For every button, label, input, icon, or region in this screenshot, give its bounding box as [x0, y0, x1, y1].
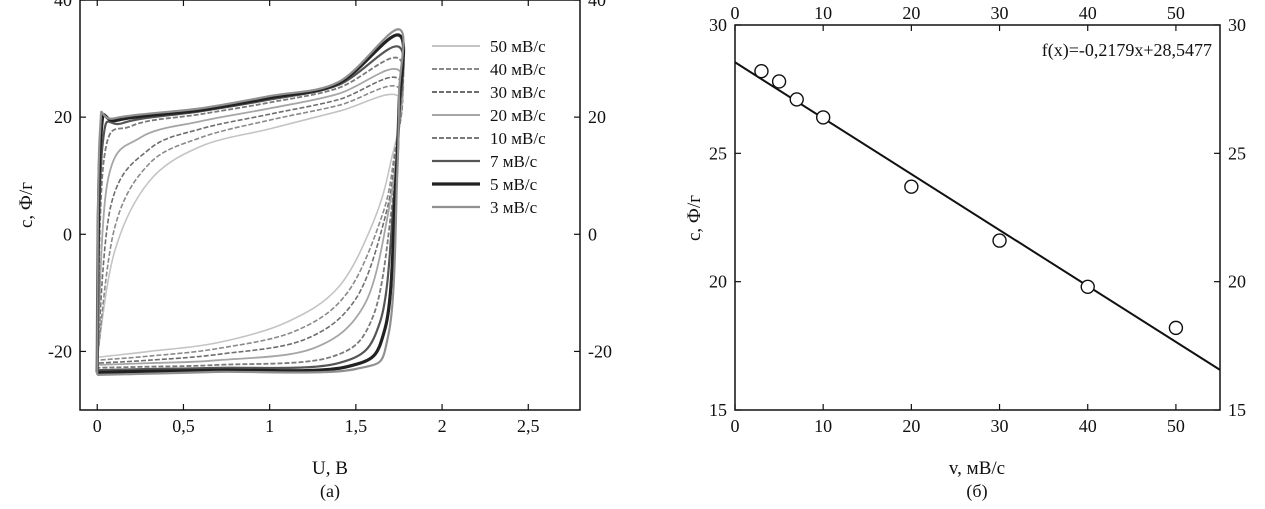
data-point — [992, 233, 1007, 248]
legend-label: 50 мВ/с — [490, 37, 546, 56]
axis-ticks-b: 0 0 10 10 20 20 30 30 40 40 50 50 15 15 20 20 25 25 30 30 — [709, 3, 1246, 436]
plot-frame-a — [79, 0, 581, 411]
cv-curve-series — [96, 76, 404, 364]
legend-label: 20 мВ/с — [490, 106, 546, 125]
a-x-tick-label: 2 — [438, 416, 447, 436]
b-x-tick-label-top: 20 — [902, 3, 920, 23]
fit-equation: f(x)=-0,2179x+28,5477 — [1042, 40, 1212, 61]
a-y-tick-label: -20 — [48, 341, 72, 361]
legend-label: 40 мВ/с — [490, 60, 546, 79]
b-x-tick-label-top: 10 — [814, 3, 832, 23]
data-points — [754, 63, 1184, 336]
cv-curve-series — [96, 85, 404, 361]
chart-panel-a: 000,50,5111,51,5222,52,5-20-200020204040… — [16, 0, 612, 502]
a-x-tick-label: 0 — [93, 416, 102, 436]
legend-label: 30 мВ/с — [490, 83, 546, 102]
x-axis-label-a: U, В — [312, 458, 348, 479]
b-y-tick-label-right: 15 — [1228, 400, 1246, 420]
b-x-tick-label-top: 50 — [1167, 3, 1185, 23]
data-point — [771, 74, 787, 89]
a-x-tick-label: 2,5 — [517, 416, 540, 436]
cv-curve-series — [96, 28, 405, 376]
panel-label-a: (a) — [320, 481, 340, 502]
data-point — [789, 92, 804, 107]
b-y-tick-label: 25 — [709, 143, 727, 163]
cv-curves — [95, 28, 406, 376]
y-axis-label-a: c, Ф/г — [16, 182, 37, 228]
b-x-tick-label: 50 — [1167, 416, 1185, 436]
b-x-tick-label: 0 — [731, 416, 740, 436]
plot-frame-b — [734, 24, 1221, 411]
b-y-tick-label: 30 — [709, 15, 727, 35]
b-x-tick-label: 40 — [1079, 416, 1097, 436]
data-point — [1168, 320, 1184, 336]
legend-label: 10 мВ/с — [490, 129, 546, 148]
b-y-tick-label: 15 — [709, 400, 727, 420]
data-point — [815, 110, 831, 125]
b-x-tick-label-top: 40 — [1079, 3, 1097, 23]
a-x-tick-label: 1,5 — [345, 416, 368, 436]
a-y-tick-label: 40 — [54, 0, 72, 10]
y-axis-label-b: c, Ф/г — [684, 195, 705, 241]
a-y-tick-label-right: 40 — [588, 0, 606, 10]
b-y-tick-label-right: 30 — [1228, 15, 1246, 35]
b-x-tick-label-top: 30 — [991, 3, 1009, 23]
fit-line-group — [734, 61, 1221, 371]
b-y-tick-label-right: 25 — [1228, 143, 1246, 163]
legend-label: 5 мВ/с — [490, 175, 538, 194]
x-axis-label-b: v, мВ/с — [949, 458, 1005, 479]
b-x-tick-label: 10 — [814, 416, 832, 436]
data-point — [904, 179, 919, 194]
legend-label: 3 мВ/с — [490, 198, 538, 217]
a-y-tick-label-right: 0 — [588, 224, 597, 244]
b-x-tick-label-top: 0 — [731, 3, 740, 23]
b-y-tick-label: 20 — [709, 272, 727, 292]
b-y-tick-label-right: 20 — [1228, 272, 1246, 292]
data-point — [1080, 279, 1095, 294]
b-x-tick-label: 30 — [991, 416, 1009, 436]
legend-label: 7 мВ/с — [490, 152, 538, 171]
a-x-tick-label: 1 — [265, 416, 274, 436]
chart-panel-b: 0 0 10 10 20 20 30 30 40 40 50 50 15 15 20 20 25 25 30 30 f… — [684, 3, 1246, 502]
a-y-tick-label-right: 20 — [588, 107, 606, 127]
cv-curve-series — [96, 45, 405, 372]
panel-label-b: (б) — [966, 481, 987, 502]
a-y-tick-label-right: -20 — [588, 341, 612, 361]
b-x-tick-label: 20 — [902, 416, 920, 436]
a-x-tick-label: 0,5 — [172, 416, 195, 436]
data-point — [754, 63, 769, 79]
fit-line — [734, 61, 1221, 371]
a-y-tick-label: 20 — [54, 107, 72, 127]
legend: 50 мВ/с 40 мВ/с 30 мВ/с 20 мВ/с 10 мВ/с 7 мВ/… — [432, 37, 546, 217]
a-y-tick-label: 0 — [63, 224, 72, 244]
